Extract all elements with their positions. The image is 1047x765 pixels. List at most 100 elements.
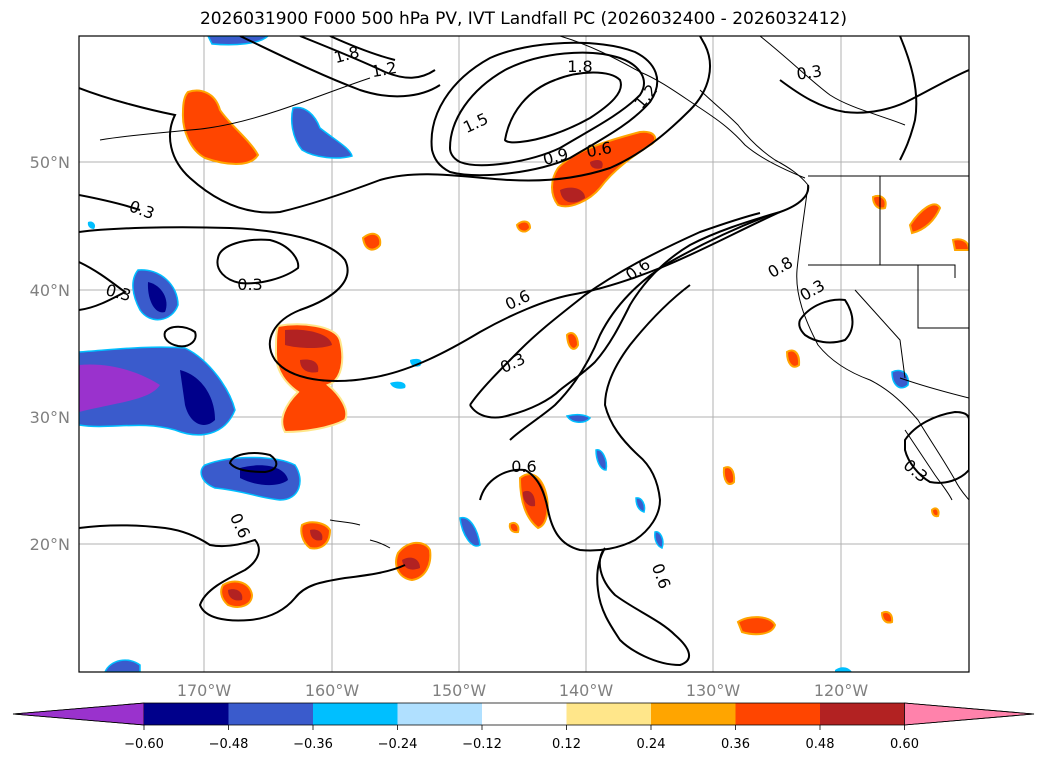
pv-contour-0.3-nw xyxy=(79,194,141,211)
colorbar-swatch xyxy=(144,703,229,725)
pv-label: 1.2 xyxy=(370,58,398,81)
colorbar-tick-label: −0.60 xyxy=(124,737,164,752)
state-line-3 xyxy=(917,265,969,329)
colorbar-tick-label: 0.36 xyxy=(721,737,750,752)
pos-blob-35n-core2 xyxy=(300,359,319,373)
colorbar: −0.60 −0.48 −0.36 −0.24 −0.12 0.12 0.24 … xyxy=(12,702,1035,752)
pv-contour-big-trough xyxy=(79,36,711,214)
aleutian-arc xyxy=(99,77,371,141)
neg-blob-small-10 xyxy=(835,667,852,672)
neg-blob-west-deep xyxy=(180,370,215,425)
pos-blob-55n xyxy=(181,89,260,165)
pv-contour-closed-1 xyxy=(448,51,645,167)
pv-contour-mexico xyxy=(904,410,969,484)
neg-blob-small-9 xyxy=(87,221,96,229)
neg-blob-25n-core xyxy=(240,465,288,486)
colorbar-tick-label: 0.12 xyxy=(552,737,581,752)
neg-blob-55n xyxy=(290,106,353,159)
pv-contour-loop-25n xyxy=(228,452,278,474)
colorbar-swatch xyxy=(735,703,820,725)
alaska-coast xyxy=(559,36,806,179)
pv-contour-0.6-main xyxy=(79,184,810,382)
pv-contours xyxy=(79,36,969,667)
colorbar-swatch xyxy=(313,703,398,725)
us-mexico-border xyxy=(899,377,969,399)
pos-blob-small-2 xyxy=(515,220,532,233)
colorbar-tick-label: 0.48 xyxy=(806,737,835,752)
map-plot-area: 1.8 1.2 1.8 1.5 1.2 0.9 0.6 0.3 0.3 0.3 … xyxy=(79,36,969,672)
colorbar-tick-label: −0.24 xyxy=(378,737,418,752)
pos-blob-25n-core xyxy=(522,490,536,507)
pv-contour-0.3-central-2 xyxy=(469,211,781,419)
lat-label-30n: 30°N xyxy=(30,408,70,427)
pos-blob-20n-b-core xyxy=(402,557,420,570)
map-title: 2026031900 F000 500 hPa PV, IVT Landfall… xyxy=(199,9,847,29)
lon-labels: 170°W 160°W 150°W 140°W 130°W 120°W xyxy=(177,681,869,700)
pos-blob-35n-core xyxy=(285,329,332,349)
pv-label: 0.3 xyxy=(795,61,823,83)
pv-label: 0.6 xyxy=(511,457,536,476)
lon-label-160w: 160°W xyxy=(305,681,360,700)
pv-contour-0.6-sw xyxy=(79,524,406,622)
colorbar-swatch xyxy=(228,703,313,725)
bc-coast xyxy=(699,89,809,186)
map-frame xyxy=(78,35,970,673)
pos-blob-small-8 xyxy=(508,522,520,534)
neg-blob-40n-core xyxy=(147,282,167,313)
neg-blob-small-6 xyxy=(390,381,406,389)
colorbar-ticks xyxy=(143,725,905,730)
coastlines xyxy=(99,36,969,549)
pv-contour-0.3-mid xyxy=(216,238,300,285)
neg-blob-west-core xyxy=(79,364,160,412)
lat-label-40n: 40°N xyxy=(30,281,70,300)
pv-contour-0.6-tail xyxy=(509,214,771,441)
pos-blob-small-1 xyxy=(361,232,382,251)
lon-label-130w: 130°W xyxy=(686,681,741,700)
pos-blob-small-10 xyxy=(908,203,942,235)
pos-blob-pnw-core xyxy=(560,187,585,203)
pv-label: 1.8 xyxy=(567,57,592,76)
alaska-interior xyxy=(759,36,906,126)
pv-contour-closed-3 xyxy=(503,71,622,144)
neg-blob-bottomleft xyxy=(104,659,141,672)
pv-contour-upper-1 xyxy=(299,36,436,79)
colorbar-over-triangle xyxy=(904,702,1035,726)
colorbar-swatch xyxy=(397,703,482,725)
pv-contour-w-loop xyxy=(163,325,197,348)
pv-contour-0.6-south xyxy=(479,284,691,552)
pos-blob-small-11 xyxy=(951,238,969,251)
pos-blob-small-5 xyxy=(736,616,777,636)
colorbar-swatch xyxy=(482,703,567,725)
baja-coast xyxy=(904,429,953,501)
colorbar-tick-label: 0.60 xyxy=(890,737,919,752)
pos-blob-small-12 xyxy=(930,507,940,518)
neg-blob-small-8 xyxy=(635,497,646,513)
neg-blob-small-1 xyxy=(459,516,481,547)
pos-blob-small-3 xyxy=(565,332,580,350)
lon-label-150w: 150°W xyxy=(432,681,487,700)
pos-blob-20n-a-core xyxy=(310,529,323,541)
lon-label-140w: 140°W xyxy=(559,681,614,700)
colorbar-swatch xyxy=(566,703,651,725)
pv-contour-upper-2 xyxy=(239,36,441,98)
pos-blob-small-9 xyxy=(871,195,887,210)
pv-contour-ca-loop xyxy=(798,298,854,344)
pos-blob-small-4 xyxy=(722,466,736,486)
colorbar-tick-label: −0.36 xyxy=(293,737,333,752)
pv-contour-upper-3 xyxy=(329,36,396,61)
lat-labels: 50°N 40°N 30°N 20°N xyxy=(30,153,70,554)
pos-blob-small-6 xyxy=(785,349,801,368)
pv-contour-closed-2 xyxy=(430,41,659,177)
lat-label-50n: 50°N xyxy=(30,153,70,172)
pos-blob-small-7 xyxy=(880,611,894,624)
colorbar-under-triangle xyxy=(12,702,145,726)
lon-label-120w: 120°W xyxy=(814,681,869,700)
lat-label-20n: 20°N xyxy=(30,535,70,554)
pv-contour-ne xyxy=(779,69,969,114)
ca-nv-border xyxy=(854,289,906,379)
neg-blob-small-3 xyxy=(565,413,592,423)
colorbar-tick-label: 0.24 xyxy=(637,737,666,752)
colorbar-tick-label: −0.12 xyxy=(462,737,502,752)
colorbar-swatch xyxy=(651,703,736,725)
